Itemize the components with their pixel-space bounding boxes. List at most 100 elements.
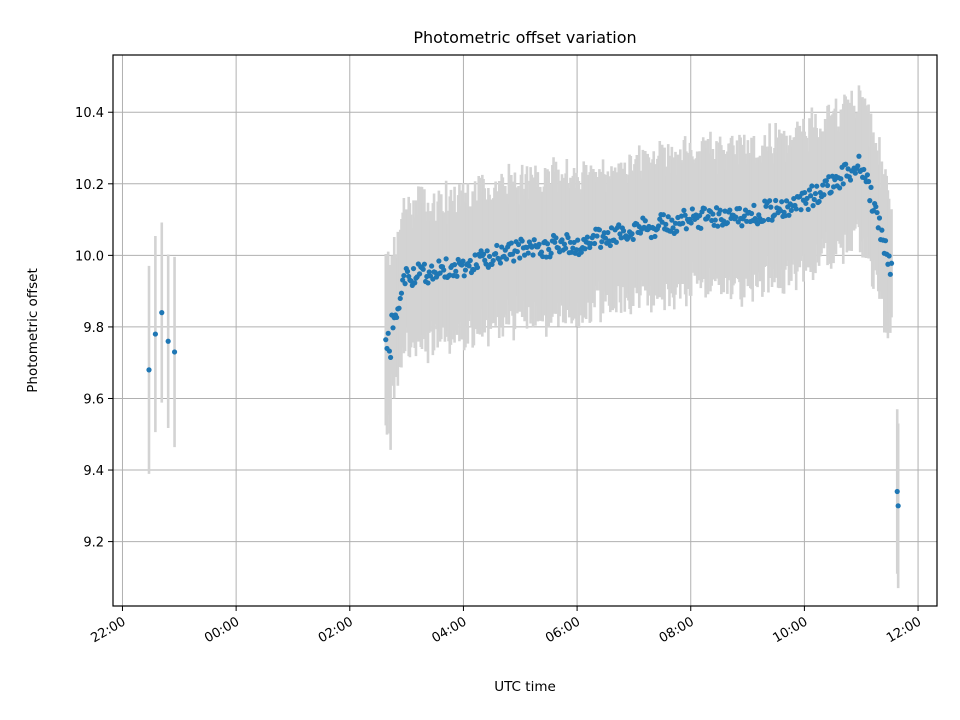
- data-point: [548, 250, 554, 256]
- data-point: [705, 214, 711, 220]
- data-point: [519, 238, 525, 244]
- data-point: [803, 200, 809, 206]
- data-point: [856, 153, 862, 159]
- data-point: [701, 205, 708, 212]
- data-point: [698, 225, 704, 231]
- data-point: [751, 202, 757, 208]
- data-point: [724, 220, 730, 226]
- data-point: [494, 242, 500, 249]
- data-point: [443, 256, 449, 262]
- data-point: [828, 189, 834, 195]
- data-point: [805, 206, 811, 213]
- data-point: [525, 250, 531, 256]
- data-point: [514, 248, 520, 255]
- data-point: [146, 367, 152, 373]
- data-point: [814, 183, 820, 189]
- data-point: [712, 217, 718, 223]
- data-point: [760, 217, 767, 224]
- data-point: [397, 295, 403, 302]
- plot-area-frame: [112, 54, 938, 607]
- data-point: [165, 338, 171, 344]
- data-point: [767, 198, 773, 204]
- data-point: [665, 214, 671, 220]
- data-points: [146, 153, 901, 509]
- data-point: [804, 195, 810, 202]
- data-point: [741, 213, 747, 219]
- data-point: [652, 233, 658, 240]
- data-point: [390, 325, 396, 331]
- data-point: [171, 349, 178, 355]
- data-point: [486, 253, 493, 260]
- data-point: [461, 273, 467, 279]
- data-point: [773, 197, 779, 204]
- data-point: [441, 267, 447, 273]
- data-point: [511, 258, 517, 264]
- data-point: [565, 234, 571, 241]
- data-point: [460, 258, 466, 264]
- data-point: [605, 229, 611, 236]
- data-point: [866, 178, 872, 185]
- data-point: [629, 231, 635, 237]
- data-point: [727, 207, 733, 213]
- data-point: [824, 182, 831, 189]
- data-point: [598, 244, 604, 250]
- data-point: [607, 242, 613, 249]
- data-point: [474, 264, 481, 271]
- data-point: [459, 262, 465, 268]
- data-point: [886, 253, 892, 259]
- data-point: [788, 207, 794, 214]
- data-point: [596, 227, 603, 233]
- data-point: [821, 192, 827, 198]
- data-point: [429, 263, 435, 269]
- data-point: [894, 488, 900, 495]
- data-point: [812, 190, 819, 197]
- data-point: [563, 245, 569, 251]
- data-point: [867, 198, 873, 204]
- data-point: [575, 237, 581, 243]
- data-point: [838, 176, 844, 182]
- data-point: [811, 196, 817, 203]
- data-point: [499, 244, 505, 250]
- y-tick-label: 10.2: [75, 178, 104, 193]
- data-point: [159, 310, 165, 316]
- data-point: [680, 220, 686, 226]
- data-point: [152, 331, 158, 337]
- data-point: [861, 166, 867, 173]
- data-point: [855, 163, 861, 169]
- data-point: [386, 348, 392, 354]
- data-point: [546, 246, 552, 252]
- data-point: [669, 217, 675, 223]
- data-point: [710, 211, 716, 217]
- data-point: [490, 257, 496, 264]
- data-point: [536, 241, 542, 247]
- data-point: [453, 268, 459, 274]
- data-point: [544, 241, 551, 247]
- data-point: [630, 236, 636, 243]
- data-point: [454, 273, 460, 279]
- data-point: [620, 228, 627, 234]
- data-point: [584, 234, 590, 240]
- data-point: [876, 215, 883, 221]
- data-point: [816, 198, 822, 205]
- y-tick-label: 9.2: [83, 536, 104, 551]
- data-point: [416, 271, 423, 277]
- data-point: [748, 210, 755, 217]
- data-point: [602, 235, 609, 241]
- data-point: [561, 241, 568, 247]
- data-point: [484, 248, 490, 254]
- y-tick-label: 9.4: [83, 464, 104, 479]
- data-point: [530, 252, 536, 258]
- data-point: [515, 241, 522, 248]
- data-point: [663, 221, 669, 227]
- data-point: [739, 223, 745, 229]
- data-point: [697, 213, 703, 219]
- x-axis-label: UTC time: [494, 679, 556, 695]
- y-axis-ticks: 9.2 9.4 9.6 9.8 10.0 10.2 10.4: [75, 106, 113, 551]
- data-point: [674, 228, 680, 234]
- data-point: [820, 182, 826, 188]
- data-point: [425, 280, 431, 286]
- data-point: [768, 204, 774, 210]
- data-point: [398, 290, 405, 296]
